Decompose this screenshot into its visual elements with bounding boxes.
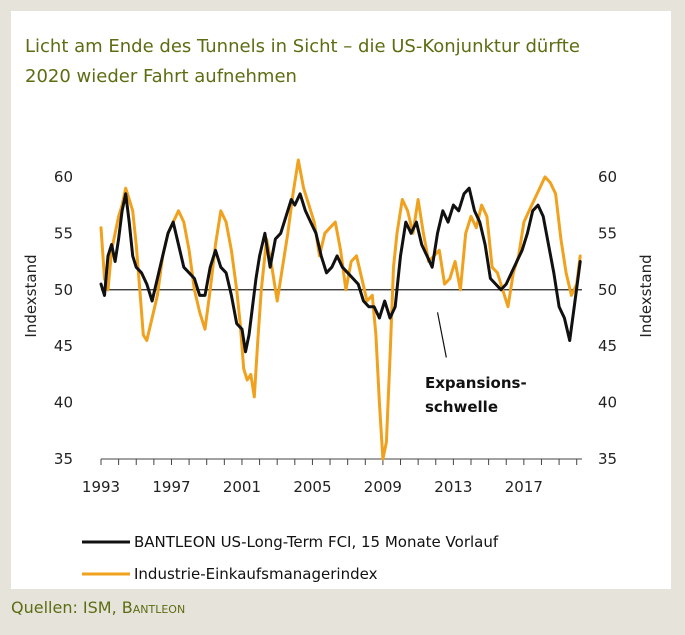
y-tick-right-4: 40 xyxy=(598,394,617,412)
y-tick-right-5: 35 xyxy=(598,450,617,468)
legend: BANTLEON US-Long-Term FCI, 15 Monate Vor… xyxy=(82,533,499,583)
annotation-pointer-line xyxy=(436,312,447,358)
series-layer xyxy=(99,158,582,461)
x-tick-label-0: 1993 xyxy=(82,478,120,496)
source-note: Quellen: ISM, Bantleon xyxy=(11,598,185,617)
source-prefix: Quellen: ISM, xyxy=(11,598,122,617)
x-tick-label-4: 2009 xyxy=(364,478,402,496)
y-tick-right-0: 60 xyxy=(598,168,617,186)
chart-title: Licht am Ende des Tunnels in Sicht – die… xyxy=(25,32,655,92)
annotation-line-2: schwelle xyxy=(425,398,498,416)
y-tick-right-1: 55 xyxy=(598,224,617,242)
y-tick-left-1: 55 xyxy=(54,224,73,242)
x-tick-label-5: 2013 xyxy=(434,478,472,496)
annotation-line-1: Expansions- xyxy=(425,374,527,392)
x-tick-label-2: 2001 xyxy=(223,478,261,496)
legend-label-fci: BANTLEON US-Long-Term FCI, 15 Monate Vor… xyxy=(134,533,499,551)
x-tick-label-6: 2017 xyxy=(505,478,543,496)
y-tick-right-2: 50 xyxy=(598,281,617,299)
chart-panel xyxy=(11,11,671,589)
x-tick-label-1: 1997 xyxy=(152,478,190,496)
chart-title-line-1: Licht am Ende des Tunnels in Sicht – die… xyxy=(25,36,580,57)
y-axis-label-right: Indexstand xyxy=(637,254,655,337)
series-line-fci xyxy=(99,186,582,354)
legend-label-pmi: Industrie-Einkaufsmanagerindex xyxy=(134,565,378,583)
y-tick-right-3: 45 xyxy=(598,337,617,355)
tick-labels: 60 60 55 55 50 50 45 45 40 40 35 35 1993 1997 2001 2005… xyxy=(54,168,617,496)
series-line-pmi xyxy=(99,158,582,461)
x-tick-label-3: 2005 xyxy=(293,478,331,496)
y-tick-left-0: 60 xyxy=(54,168,73,186)
y-tick-left-4: 40 xyxy=(54,394,73,412)
y-tick-left-3: 45 xyxy=(54,337,73,355)
source-brand: Bantleon xyxy=(121,598,186,617)
chart-title-line-2: 2020 wieder Fahrt aufnehmen xyxy=(25,66,297,87)
y-axis-label-left: Indexstand xyxy=(22,254,40,337)
y-tick-left-2: 50 xyxy=(54,281,73,299)
y-tick-left-5: 35 xyxy=(54,450,73,468)
